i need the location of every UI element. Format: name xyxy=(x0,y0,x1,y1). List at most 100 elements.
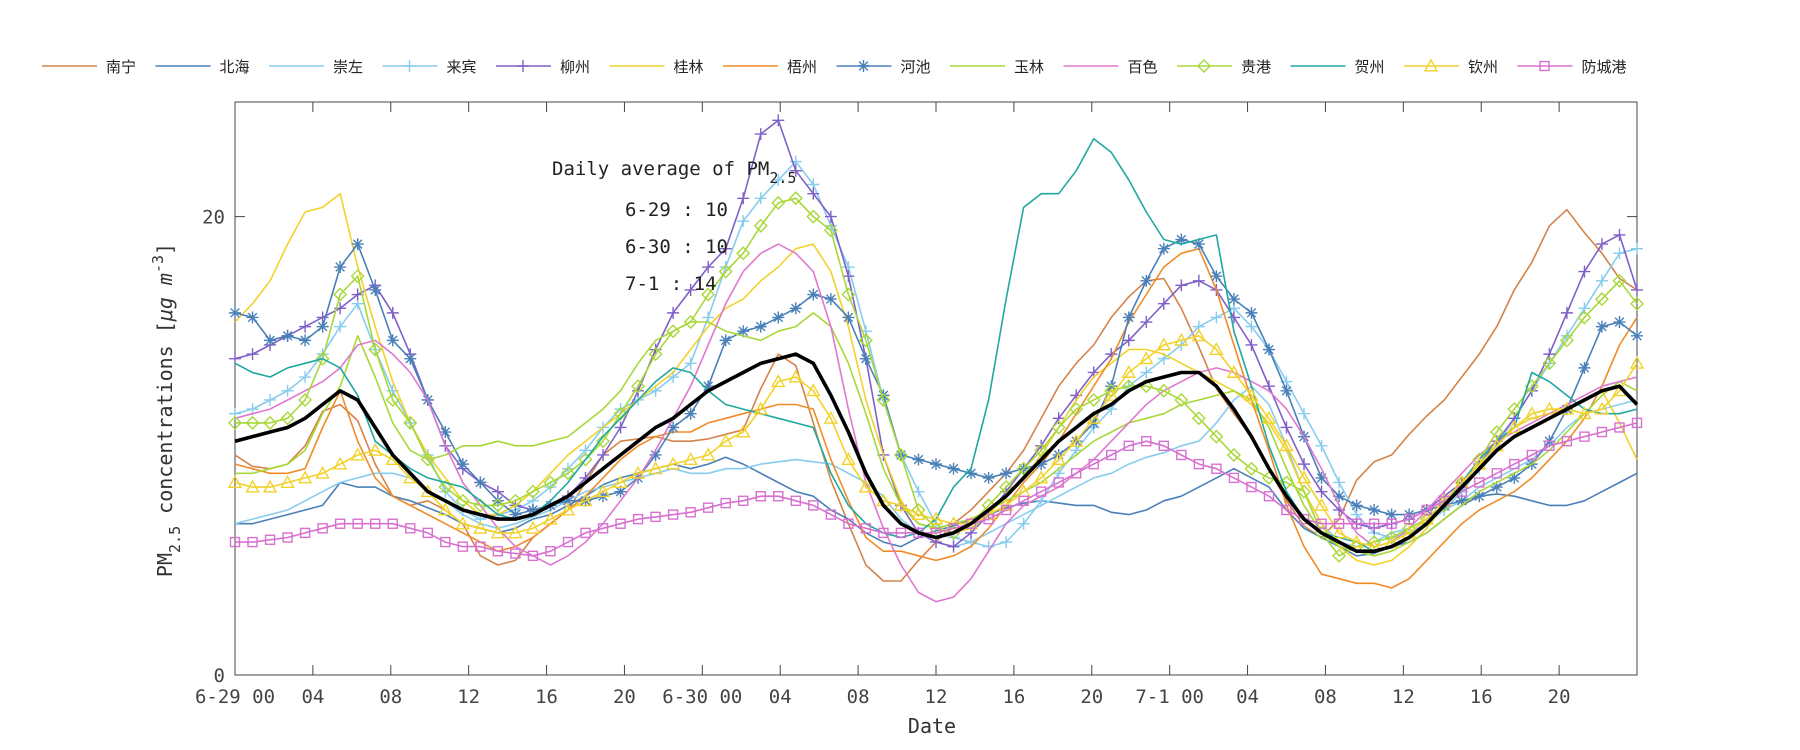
series-百色 xyxy=(234,243,1638,603)
data-point xyxy=(245,479,260,493)
data-point xyxy=(1333,518,1345,529)
data-point xyxy=(1577,406,1592,420)
data-point xyxy=(1139,351,1154,365)
data-point xyxy=(771,195,786,210)
data-point xyxy=(1016,461,1031,476)
data-point xyxy=(315,351,330,366)
x-tick-label: 7-1 00 xyxy=(1135,686,1204,708)
series-来宾 xyxy=(229,155,1643,553)
data-point xyxy=(229,306,241,319)
legend-item: 北海 xyxy=(155,58,250,76)
x-tick-label: 6-30 00 xyxy=(662,686,742,708)
legend-item: 钦州 xyxy=(1404,58,1498,76)
legend-item: 贺州 xyxy=(1290,58,1385,76)
data-point xyxy=(403,60,416,72)
data-point xyxy=(578,452,593,467)
data-point xyxy=(1141,436,1152,447)
legend-item: 桂林 xyxy=(609,58,704,76)
data-point xyxy=(1508,471,1521,484)
x-tick-label: 04 xyxy=(769,686,792,708)
data-point xyxy=(843,518,854,529)
data-point xyxy=(560,502,576,516)
data-point xyxy=(527,550,539,562)
data-point xyxy=(1157,242,1170,255)
data-point xyxy=(1051,452,1066,466)
data-point xyxy=(685,507,696,518)
data-point xyxy=(772,311,785,324)
data-point xyxy=(1191,328,1207,342)
data-point xyxy=(1140,316,1153,329)
data-point xyxy=(1331,525,1347,539)
legend-label: 柳州 xyxy=(560,58,590,76)
data-point xyxy=(1298,407,1311,420)
data-point xyxy=(299,527,311,539)
data-point xyxy=(1333,490,1346,503)
data-point xyxy=(1472,452,1487,467)
data-point xyxy=(438,480,453,495)
data-point xyxy=(683,315,698,330)
data-point xyxy=(755,491,766,502)
x-tick-label: 08 xyxy=(847,686,870,708)
data-point xyxy=(790,495,801,507)
data-point xyxy=(1244,387,1259,401)
data-point xyxy=(334,261,347,274)
data-point xyxy=(738,495,749,507)
data-point xyxy=(1631,283,1643,296)
data-point xyxy=(490,498,505,513)
data-point xyxy=(719,242,732,255)
data-point xyxy=(508,493,523,508)
data-point xyxy=(370,518,381,529)
data-point xyxy=(227,475,243,488)
data-point xyxy=(753,401,768,415)
data-point xyxy=(1069,402,1084,417)
data-point xyxy=(736,424,751,438)
data-point xyxy=(1245,338,1258,351)
series-line xyxy=(234,238,1638,516)
data-point xyxy=(1507,420,1522,433)
data-point xyxy=(701,287,716,302)
data-point xyxy=(823,410,839,424)
data-point xyxy=(702,261,715,274)
data-point xyxy=(1192,238,1205,251)
data-point xyxy=(1368,518,1380,529)
data-point xyxy=(509,508,522,521)
legend-item: 来宾 xyxy=(382,58,477,76)
x-tick-label: 12 xyxy=(1392,686,1415,708)
data-point xyxy=(632,513,644,525)
data-point xyxy=(631,379,646,394)
data-point xyxy=(754,128,767,141)
legend-item: 崇左 xyxy=(269,58,363,76)
legend-item: 贵港 xyxy=(1177,58,1271,76)
legend: 南宁 北海 崇左 来宾 柳州 桂林 梧州 河池 玉林 百色 贵港 贺州 钦州 防城港 xyxy=(42,58,1627,76)
data-point xyxy=(1333,476,1346,489)
data-point xyxy=(1174,332,1189,346)
data-point xyxy=(1314,497,1329,511)
data-point xyxy=(771,374,786,388)
data-point xyxy=(246,348,259,361)
data-point xyxy=(1315,471,1328,484)
data-point xyxy=(473,520,488,534)
data-point xyxy=(1474,477,1485,488)
legend-label: 来宾 xyxy=(447,58,477,76)
data-point xyxy=(1000,467,1013,480)
data-point xyxy=(648,347,663,362)
data-point xyxy=(842,270,855,283)
series-梧州 xyxy=(234,247,1638,589)
data-point xyxy=(1595,238,1608,251)
y-axis-title: PM2.5 concentrations [μg m-3] xyxy=(149,243,184,577)
data-point xyxy=(405,523,416,534)
data-point xyxy=(1197,59,1211,73)
data-point xyxy=(1122,334,1135,347)
data-point xyxy=(490,525,506,539)
data-point xyxy=(386,306,399,319)
series-柳州 xyxy=(229,114,1643,553)
data-point xyxy=(858,333,873,348)
data-point xyxy=(368,442,383,456)
data-point xyxy=(228,415,242,430)
data-point xyxy=(1035,486,1047,497)
series-line xyxy=(234,243,1638,603)
data-point xyxy=(543,511,558,525)
data-point xyxy=(893,497,909,511)
data-point xyxy=(842,311,855,324)
data-point xyxy=(1594,292,1609,307)
